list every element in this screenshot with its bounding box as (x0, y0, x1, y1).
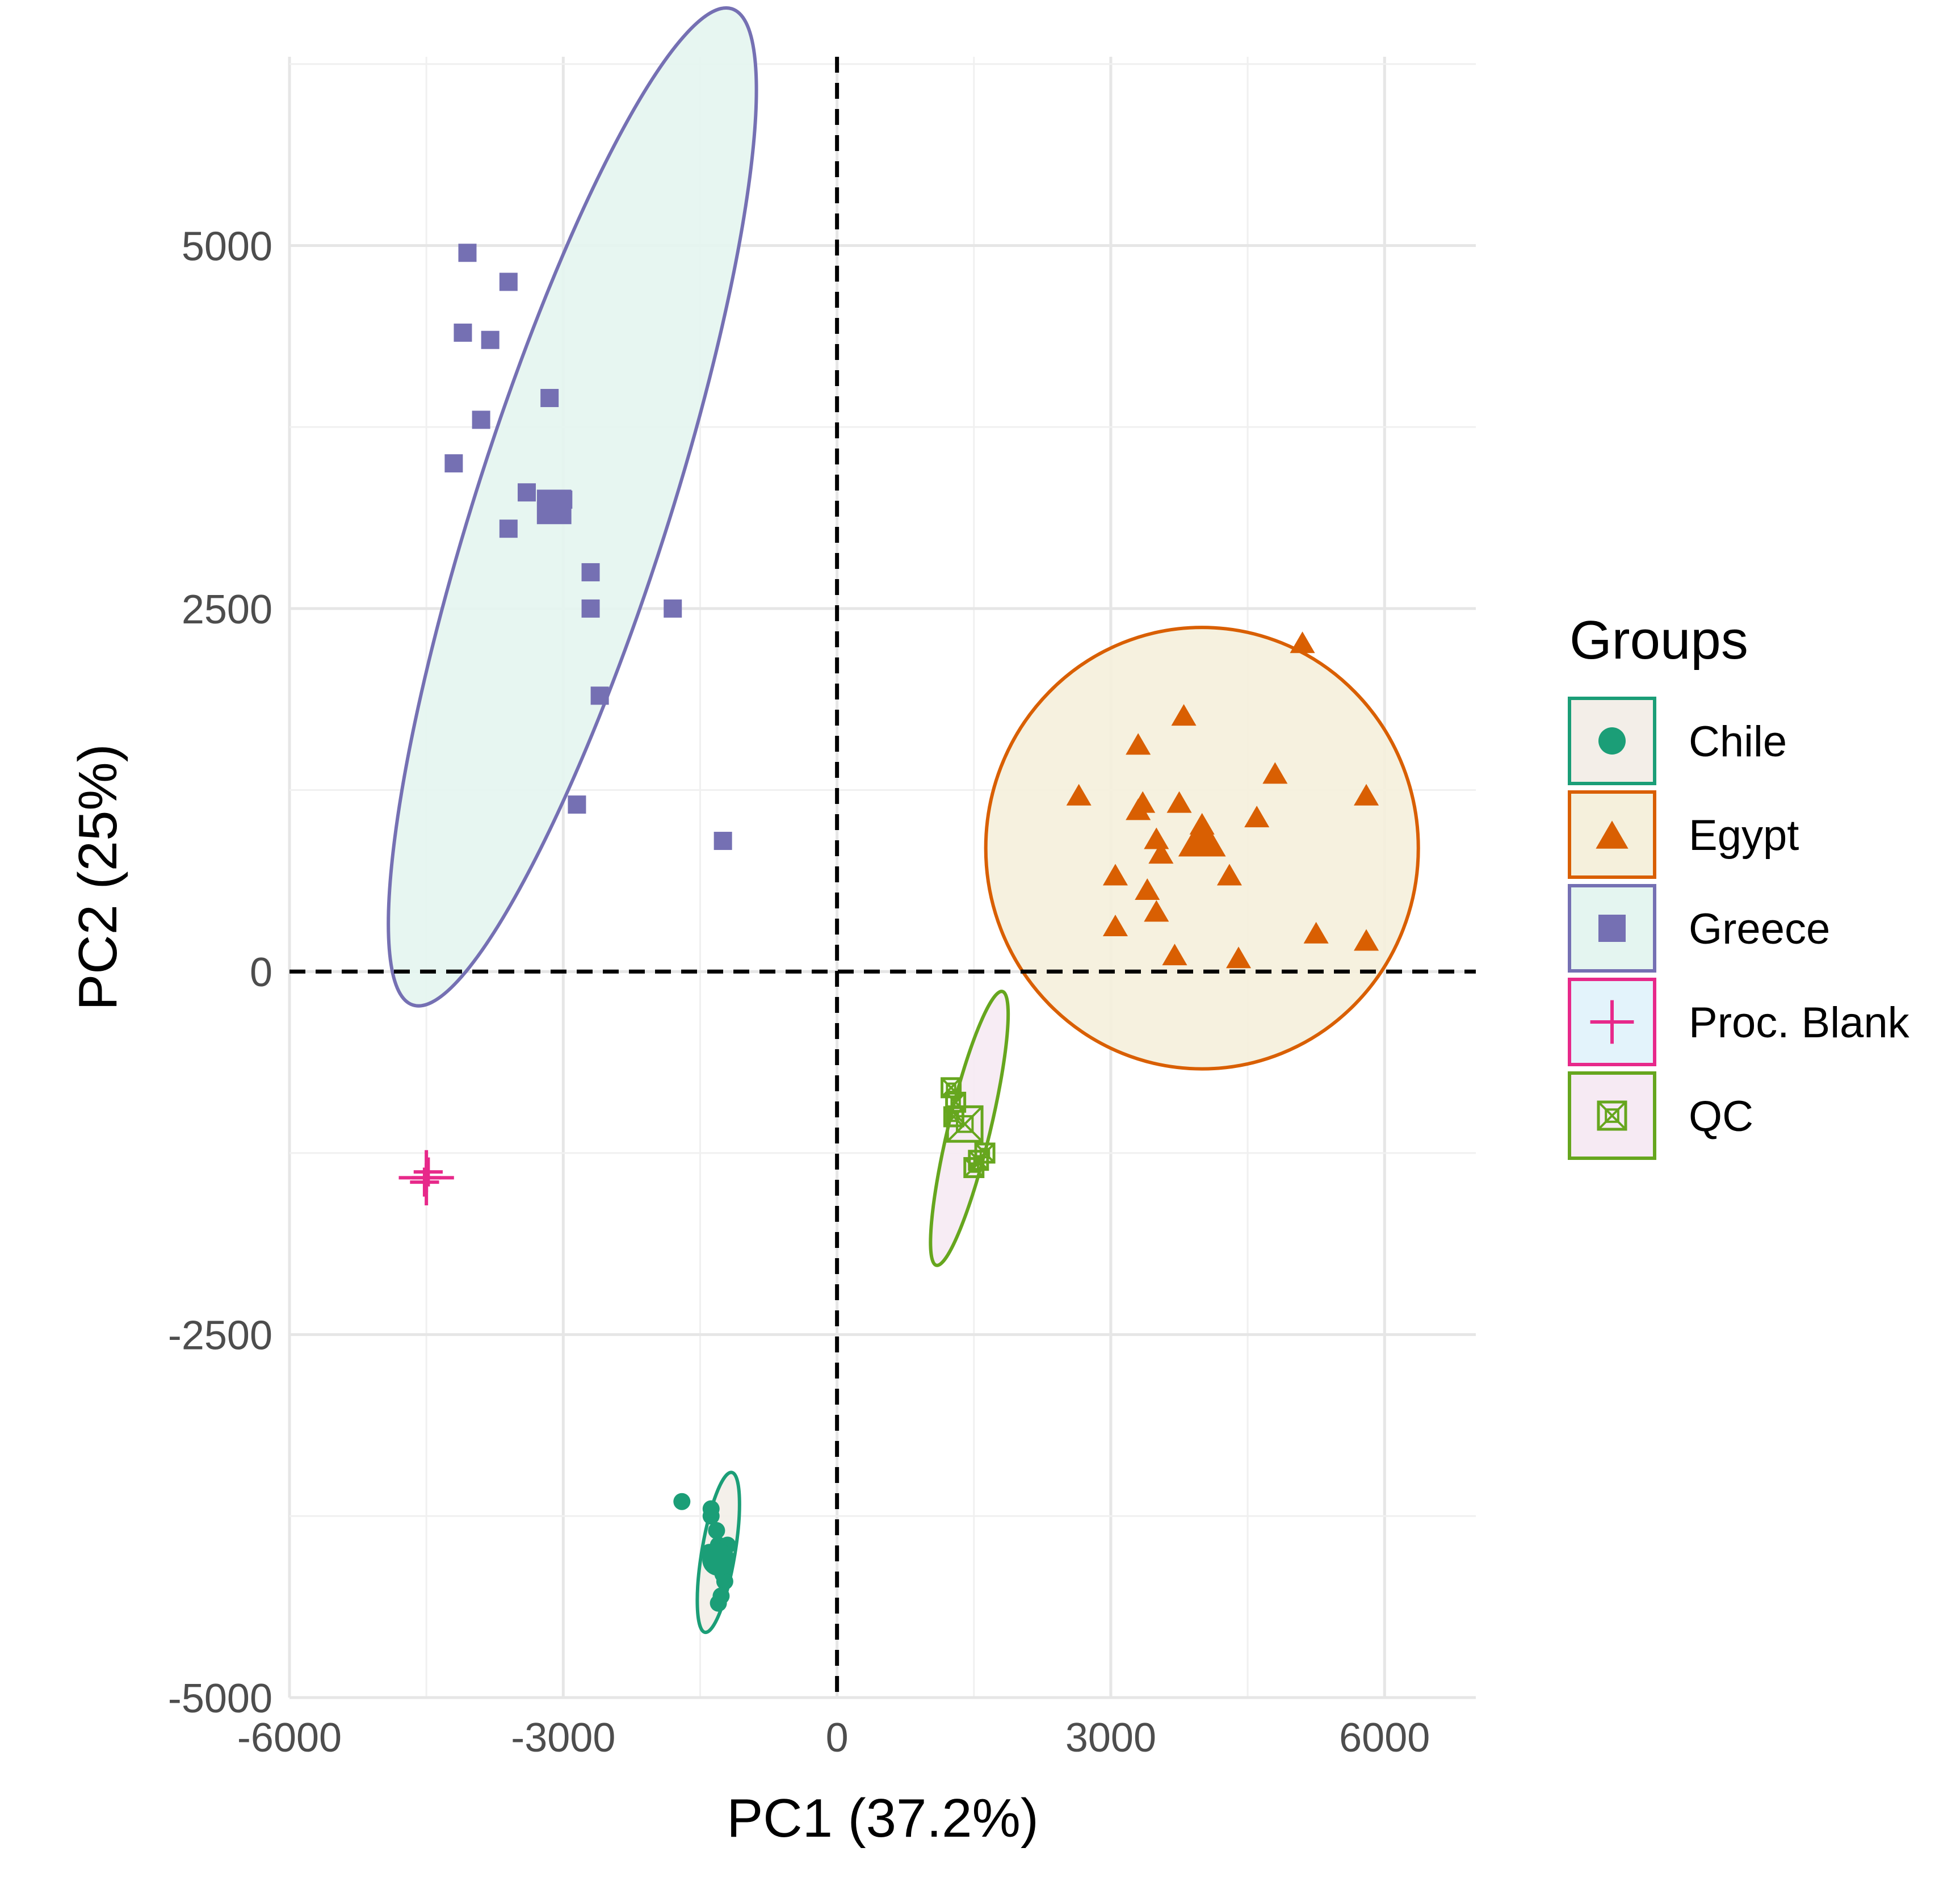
point-egypt (1262, 762, 1288, 784)
centroid-greece (536, 489, 572, 525)
point-greece (499, 519, 518, 538)
point-egypt (1135, 878, 1160, 900)
x-tick-label: -6000 (237, 1715, 342, 1761)
legend-marker-chile (1598, 727, 1626, 755)
point-egypt (1126, 798, 1151, 820)
point-egypt (1148, 842, 1174, 864)
reference-lines (289, 57, 1476, 1698)
point-egypt (1162, 944, 1187, 966)
legend-title: Groups (1569, 610, 1748, 671)
legend-label-chile: Chile (1689, 718, 1787, 766)
legend-label-qc: QC (1689, 1092, 1753, 1141)
point-egypt (1102, 914, 1128, 936)
y-tick-label: -2500 (168, 1313, 272, 1359)
point-egypt (1354, 929, 1379, 951)
point-qc (963, 1157, 985, 1179)
legend-marker-egypt (1596, 820, 1629, 849)
point-greece (540, 389, 559, 408)
ellipse-greece (387, 6, 758, 1008)
series-egypt (1066, 631, 1379, 969)
point-egypt (1303, 921, 1329, 944)
point-greece (444, 454, 463, 473)
point-egypt (1171, 704, 1197, 726)
point-greece (590, 686, 609, 705)
point-greece (714, 832, 732, 850)
point-chile (673, 1493, 691, 1510)
point-egypt (1144, 900, 1169, 922)
legend-items: Chile Egypt Greece Proc. Blank QC (1568, 697, 1910, 1160)
legend-marker-proc-blank (1590, 1000, 1634, 1044)
point-egypt (1244, 806, 1270, 828)
point-greece (454, 323, 472, 342)
point-chile (702, 1500, 720, 1518)
data-points (398, 244, 1379, 1612)
point-egypt (1354, 784, 1379, 806)
point-chile (716, 1573, 733, 1590)
x-axis-title: PC1 (37.2%) (727, 1788, 1039, 1849)
point-chile (712, 1587, 730, 1604)
point-egypt (1166, 791, 1192, 813)
point-egypt (1102, 864, 1128, 886)
point-egypt (1290, 631, 1315, 653)
point-greece (499, 273, 518, 291)
point-egypt (1225, 946, 1252, 969)
point-greece (581, 599, 600, 618)
axis-ticks: -6000 -3000 0 3000 6000 -5000 -2500 0 2500 5000 (168, 224, 1430, 1761)
centroid-qc (946, 1105, 984, 1143)
legend-label-proc-blank: Proc. Blank (1689, 999, 1910, 1047)
x-tick-label: 0 (826, 1715, 849, 1761)
point-egypt (1066, 784, 1092, 806)
legend-marker-qc (1597, 1100, 1627, 1131)
legend-item-chile: Chile (1568, 697, 1787, 785)
y-tick-label: -5000 (168, 1676, 272, 1721)
legend-label-greece: Greece (1689, 905, 1830, 953)
point-greece (518, 483, 536, 502)
legend-item-proc-blank: Proc. Blank (1568, 978, 1910, 1066)
point-egypt (1216, 864, 1242, 886)
y-tick-label: 2500 (182, 587, 272, 632)
series-qc (941, 1077, 996, 1179)
y-axis-title: PC2 (25%) (68, 744, 128, 1011)
point-greece (472, 410, 490, 429)
x-tick-label: 3000 (1065, 1715, 1156, 1761)
legend-marker-greece (1598, 915, 1626, 942)
point-egypt (1126, 733, 1151, 755)
point-greece (581, 563, 600, 581)
series-greece (444, 244, 732, 850)
legend-label-egypt: Egypt (1689, 811, 1799, 860)
point-greece (458, 244, 477, 262)
x-tick-label: 6000 (1339, 1715, 1430, 1761)
point-chile (708, 1522, 725, 1539)
centroid-chile (702, 1543, 735, 1576)
legend-item-egypt: Egypt (1568, 790, 1799, 879)
point-egypt (1144, 827, 1169, 849)
x-tick-label: -3000 (511, 1715, 615, 1761)
y-tick-label: 5000 (182, 224, 272, 269)
legend-item-qc: QC (1568, 1071, 1753, 1160)
y-tick-label: 0 (250, 950, 272, 995)
series-proc-blank (398, 1150, 454, 1206)
centroid-egypt (1178, 815, 1226, 857)
centroid-proc-blank (398, 1150, 454, 1206)
legend-item-greece: Greece (1568, 884, 1830, 973)
point-greece (664, 599, 682, 618)
series-chile (673, 1493, 736, 1612)
point-greece (568, 795, 586, 814)
point-proc-blank (413, 1157, 443, 1187)
point-greece (481, 330, 500, 349)
legend: Groups Chile Egypt Greece Proc. Blank QC (1568, 610, 1910, 1160)
